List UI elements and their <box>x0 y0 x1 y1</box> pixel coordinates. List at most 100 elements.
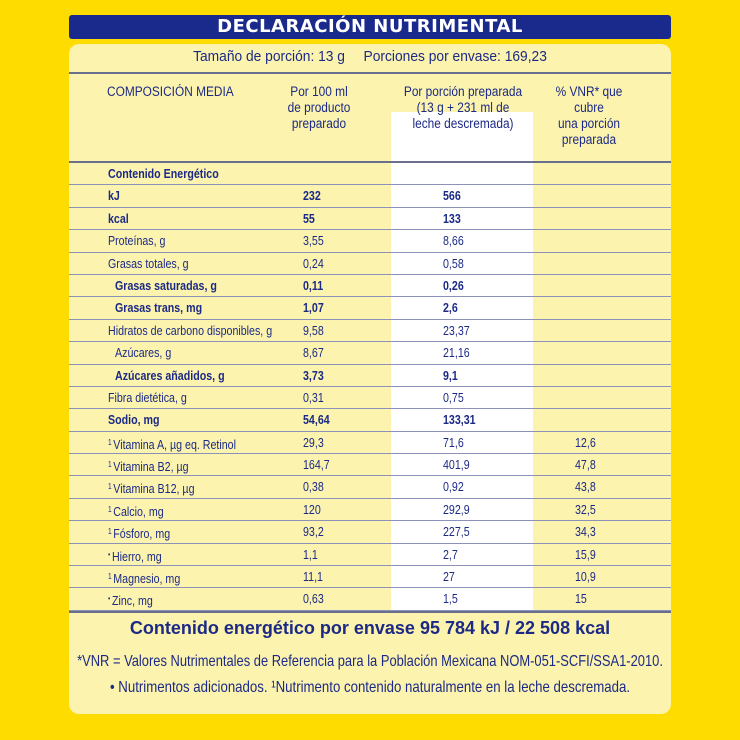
value-c1: 0,38 <box>303 479 324 495</box>
nutrient-name: Sodio, mg <box>108 412 160 428</box>
value-c3: 32,5 <box>575 501 596 517</box>
divider <box>69 161 671 163</box>
divider <box>69 72 671 74</box>
nutrient-name: kcal <box>108 210 129 226</box>
value-c3: 15,9 <box>575 546 596 562</box>
value-c2: 133,31 <box>443 412 476 428</box>
nutrient-label: Fibra dietética, g <box>108 387 187 409</box>
table-row: • Zinc, mg 0,63 1,5 15 <box>69 588 671 612</box>
value-c1: 3,55 <box>303 233 324 249</box>
nutrient-label: Grasas totales, g <box>108 253 189 275</box>
value-c1: 1,07 <box>303 300 324 316</box>
title: DECLARACIÓN NUTRIMENTAL <box>217 16 523 37</box>
value-c1: 0,24 <box>303 255 324 271</box>
value-c3: 10,9 <box>575 569 596 585</box>
header-line: Por porción preparada <box>403 84 523 99</box>
table-row: 1 Calcio, mg 120 292,9 32,5 <box>69 499 671 523</box>
nutrient-name: Vitamina A, µg eq. Retinol <box>113 436 236 452</box>
nutrient-name: Vitamina B2, µg <box>113 459 189 475</box>
table-row: 1 Vitamina A, µg eq. Retinol 29,3 71,6 12,6 <box>69 432 671 456</box>
value-c2: 2,6 <box>443 300 458 316</box>
table-row: Proteínas, g 3,55 8,66 <box>69 230 671 253</box>
table-row: Azúcares añadidos, g 3,73 9,1 <box>69 365 671 387</box>
nutrient-label: • Zinc, mg <box>108 588 153 612</box>
value-c1: 11,1 <box>303 569 323 585</box>
nutrient-label: 1 Vitamina B12, µg <box>108 476 194 500</box>
nutrient-name: kJ <box>108 188 120 204</box>
nutrient-label: Contenido Energético <box>108 163 219 185</box>
table-row: kcal 55 133 <box>69 208 671 231</box>
nutrient-name: Hierro, mg <box>111 548 162 564</box>
footnote-vnr: *VNR = Valores Nutrimentales de Referenc… <box>77 653 663 670</box>
table-row: Sodio, mg 54,64 133,31 <box>69 409 671 432</box>
value-c3: 47,8 <box>575 457 596 473</box>
value-c2: 133 <box>443 210 461 226</box>
table-row: Grasas trans, mg 1,07 2,6 <box>69 297 671 320</box>
header-per-100ml: Por 100 ml de producto preparado <box>266 84 372 132</box>
table-row: Grasas saturadas, g 0,11 0,26 <box>69 275 671 298</box>
nutrient-name: Fibra dietética, g <box>108 389 187 405</box>
table-row: 1 Vitamina B12, µg 0,38 0,92 43,8 <box>69 476 671 500</box>
serving-size: Tamaño de porción: 13 g <box>193 48 345 65</box>
nutrient-mark: • <box>108 594 111 604</box>
title-bar: DECLARACIÓN NUTRIMENTAL <box>69 15 671 39</box>
value-c1: 0,11 <box>303 277 324 293</box>
nutrient-label: Grasas saturadas, g <box>115 275 217 297</box>
header-per-portion: Por porción preparada (13 g + 231 ml de … <box>396 84 530 132</box>
value-c2: 8,66 <box>443 233 464 249</box>
table-row: kJ 232 566 <box>69 185 671 208</box>
header-line: leche descremada) <box>412 116 514 131</box>
value-c2: 227,5 <box>443 524 470 540</box>
header-line: cubre <box>574 100 604 115</box>
value-c1: 8,67 <box>303 345 324 361</box>
nutrient-mark: 1 <box>108 504 112 514</box>
nutrient-name: Zinc, mg <box>111 593 153 609</box>
nutrient-label: 1 Vitamina B2, µg <box>108 454 189 478</box>
value-c1: 9,58 <box>303 322 324 338</box>
nutrient-mark: 1 <box>108 437 112 447</box>
nutrient-mark: 1 <box>108 482 112 492</box>
value-c1: 55 <box>303 210 315 226</box>
value-c2: 0,58 <box>443 255 464 271</box>
nutrient-name: Grasas saturadas, g <box>115 277 217 293</box>
value-c3: 43,8 <box>575 479 596 495</box>
nutrient-name: Fósforo, mg <box>113 526 171 542</box>
value-c1: 3,73 <box>303 367 324 383</box>
total-energy: Contenido energético por envase 95 784 k… <box>129 618 611 638</box>
nutrient-label: kcal <box>108 208 129 230</box>
value-c3: 12,6 <box>575 434 596 450</box>
nutrient-label: Azúcares añadidos, g <box>115 365 225 387</box>
value-c2: 566 <box>443 188 461 204</box>
value-c2: 27 <box>443 569 455 585</box>
value-c1: 232 <box>303 188 321 204</box>
value-c2: 21,16 <box>443 345 470 361</box>
table-row: Contenido Energético <box>69 163 671 186</box>
nutrient-name: Hidratos de carbono disponibles, g <box>108 322 273 338</box>
value-c2: 71,6 <box>443 434 464 450</box>
header-line: % VNR* que <box>555 84 623 99</box>
footnote-legend: • Nutrimentos adicionados. ¹Nutrimento c… <box>109 679 631 696</box>
value-c2: 2,7 <box>443 546 458 562</box>
header-vnr: % VNR* que cubre una porción preparada <box>545 84 633 148</box>
nutrient-label: Azúcares, g <box>115 342 171 364</box>
value-c2: 401,9 <box>443 457 470 473</box>
header-line: preparado <box>291 116 347 131</box>
nutrient-name: Calcio, mg <box>113 503 164 519</box>
nutrient-mark: 1 <box>108 572 112 582</box>
nutrient-name: Azúcares, g <box>115 345 172 361</box>
value-c2: 23,37 <box>443 322 470 338</box>
nutrient-label: 1 Fósforo, mg <box>108 521 170 545</box>
table-row: 1 Vitamina B2, µg 164,7 401,9 47,8 <box>69 454 671 478</box>
value-c3: 15 <box>575 591 587 607</box>
nutrient-name: Grasas totales, g <box>108 255 189 271</box>
table-row: Grasas totales, g 0,24 0,58 <box>69 253 671 275</box>
value-c2: 1,5 <box>443 591 458 607</box>
value-c1: 54,64 <box>303 412 330 428</box>
value-c2: 0,92 <box>443 479 464 495</box>
nutrient-label: 1 Vitamina A, µg eq. Retinol <box>108 432 236 456</box>
nutrient-label: 1 Calcio, mg <box>108 499 164 523</box>
table-row: 1 Fósforo, mg 93,2 227,5 34,3 <box>69 521 671 545</box>
nutrient-label: Hidratos de carbono disponibles, g <box>108 320 272 342</box>
nutrient-label: Proteínas, g <box>108 230 165 252</box>
nutrient-label: • Hierro, mg <box>108 544 162 568</box>
